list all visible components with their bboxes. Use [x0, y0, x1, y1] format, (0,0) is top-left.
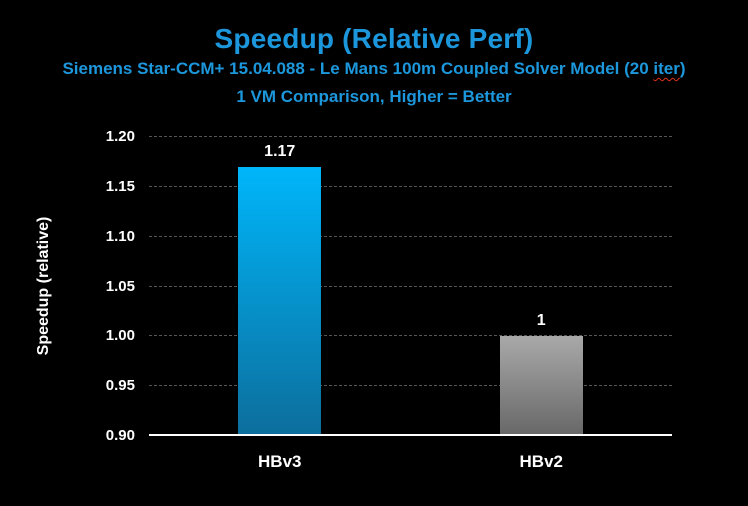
y-tick-label-1.20: 1.20 [105, 128, 135, 145]
gridline-y-1.20 [149, 136, 672, 137]
subtitle-1-text-post: ) [679, 59, 686, 78]
subtitle-1-misspelled-word: iter [653, 59, 680, 78]
gridline-y-1.00 [149, 335, 672, 337]
x-axis-line [149, 434, 672, 436]
y-tick-label-0.95: 0.95 [105, 377, 135, 395]
subtitle-1-text-pre: Siemens Star-CCM+ 15.04.088 - Le Mans 10… [62, 59, 654, 78]
gridline-y-1.10 [149, 235, 672, 237]
bar-hbv2 [499, 336, 583, 436]
y-tick-label-0.90: 0.90 [105, 427, 135, 444]
chart-title: Speedup (Relative Perf) [214, 23, 534, 54]
plot-area: 1.17 HBv3 1 HBv2 [149, 125, 672, 471]
gridline-y-1.05 [149, 285, 672, 287]
chart-subtitle-2: 1 VM Comparison, Higher = Better [236, 87, 512, 106]
x-category-label-hbv2: HBv2 [519, 452, 563, 471]
y-tick-label-1.05: 1.05 [105, 277, 135, 295]
gridline-y-1.15 [149, 185, 672, 187]
x-category-label-hbv3: HBv3 [258, 452, 302, 471]
bar-value-label-hbv3: 1.17 [264, 142, 296, 160]
y-tick-label-1.10: 1.10 [105, 227, 135, 245]
bar-value-label-hbv2: 1 [536, 312, 546, 330]
y-tick-label-1.00: 1.00 [105, 327, 135, 345]
bar-hbv3 [238, 166, 322, 436]
y-tick-label-1.15: 1.15 [105, 177, 135, 195]
gridline-y-0.95 [149, 385, 672, 387]
chart-subtitle-1: Siemens Star-CCM+ 15.04.088 - Le Mans 10… [0, 59, 748, 79]
